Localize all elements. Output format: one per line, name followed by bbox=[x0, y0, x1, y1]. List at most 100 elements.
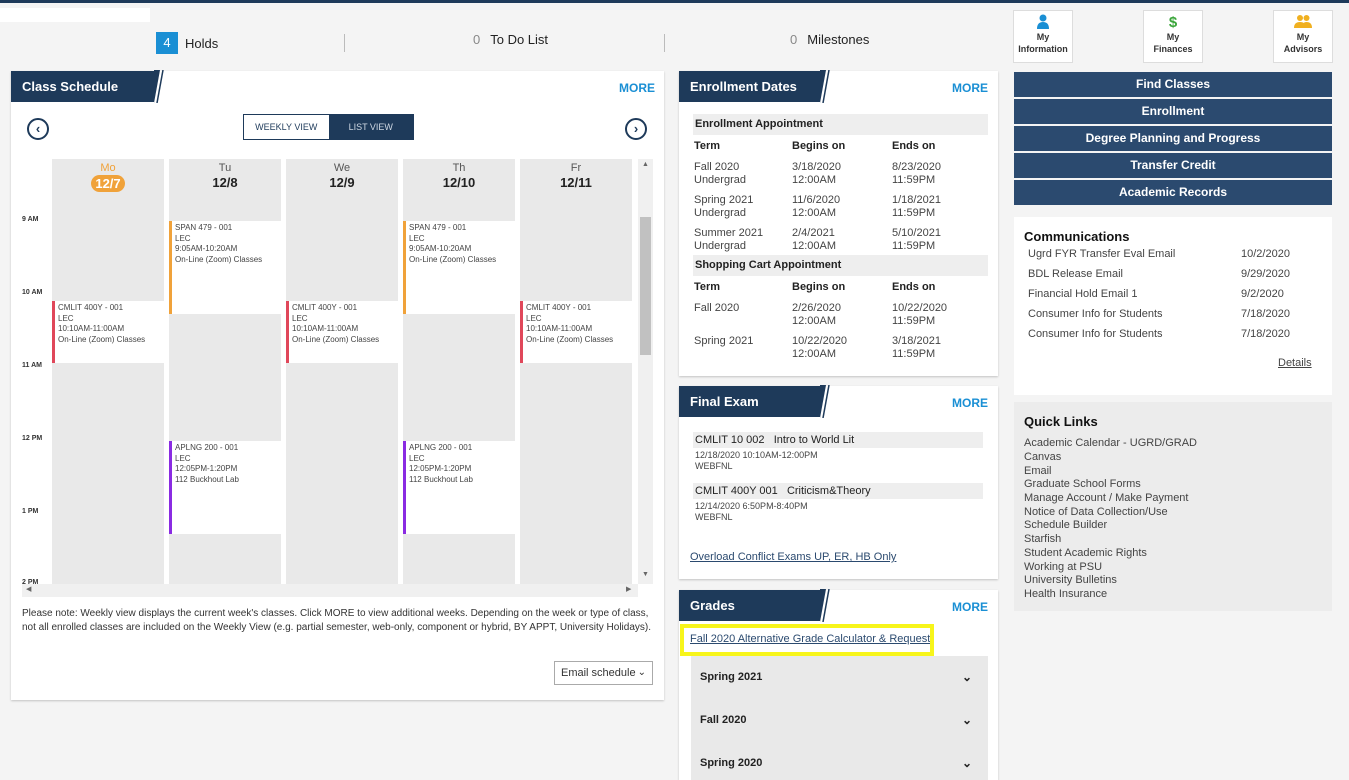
quick-link[interactable]: Academic Calendar - UGRD/GRAD bbox=[1024, 437, 1197, 449]
class-event-cmlit[interactable]: CMLIT 400Y - 001 LEC 10:10AM-11:00AM On-… bbox=[520, 301, 632, 363]
day-date: 12/8 bbox=[212, 175, 238, 190]
scroll-right-icon[interactable]: ▶ bbox=[626, 586, 632, 593]
appt-begins: 3/18/2020 12:00AM bbox=[792, 161, 841, 187]
end-date: 10/22/2020 bbox=[892, 302, 948, 314]
class-event-cmlit[interactable]: CMLIT 400Y - 001 LEC 10:10AM-11:00AM On-… bbox=[52, 301, 164, 363]
transfer-credit-button[interactable]: Transfer Credit bbox=[1014, 153, 1332, 178]
weekly-view-button[interactable]: WEEKLY VIEW bbox=[244, 115, 329, 139]
enrollment-more-link[interactable]: MORE bbox=[952, 81, 988, 95]
tile-line1: My bbox=[1166, 32, 1180, 42]
find-classes-button[interactable]: Find Classes bbox=[1014, 72, 1332, 97]
grade-term-row[interactable]: Fall 2020 ⌄ bbox=[691, 699, 988, 742]
academic-records-button[interactable]: Academic Records bbox=[1014, 180, 1332, 205]
overload-conflict-link[interactable]: Overload Conflict Exams UP, ER, HB Only bbox=[690, 551, 897, 563]
appt-begins: 11/6/2020 12:00AM bbox=[792, 194, 840, 220]
end-date: 1/18/2021 bbox=[892, 194, 941, 206]
tile-line2: Finances bbox=[1153, 44, 1193, 54]
view-toggle: WEEKLY VIEW LIST VIEW bbox=[243, 114, 414, 140]
quick-link[interactable]: University Bulletins bbox=[1024, 574, 1117, 586]
dollar-icon: $ bbox=[1168, 14, 1178, 31]
comm-subject[interactable]: Consumer Info for Students bbox=[1028, 328, 1163, 340]
grade-term-row[interactable]: Spring 2020 ⌄ bbox=[691, 742, 988, 780]
comm-date: 7/18/2020 bbox=[1241, 328, 1290, 340]
alert-divider bbox=[664, 34, 665, 52]
exam-course: CMLIT 10 002 bbox=[695, 434, 765, 446]
begin-date: 3/18/2020 bbox=[792, 161, 841, 173]
grade-term-row[interactable]: Spring 2021 ⌄ bbox=[691, 656, 988, 699]
end-date: 3/18/2021 bbox=[892, 335, 941, 347]
alert-divider bbox=[344, 34, 345, 52]
quick-link[interactable]: Manage Account / Make Payment bbox=[1024, 492, 1189, 504]
event-course: CMLIT 400Y - 001 bbox=[58, 303, 124, 312]
event-type: LEC bbox=[526, 313, 542, 323]
quick-link[interactable]: Canvas bbox=[1024, 451, 1062, 463]
panel-title: Enrollment Dates bbox=[690, 79, 797, 94]
milestones-alert[interactable]: 0 Milestones bbox=[790, 32, 869, 47]
tile-my-finances[interactable]: $ My Finances bbox=[1143, 10, 1203, 63]
final-exam-panel: Final Exam Schedule MORE CMLIT 10 002 In… bbox=[679, 385, 998, 579]
day-name: We bbox=[333, 162, 351, 174]
tile-my-advisors[interactable]: My Advisors bbox=[1273, 10, 1333, 63]
next-week-icon[interactable]: › bbox=[625, 118, 647, 140]
quick-link[interactable]: Health Insurance bbox=[1024, 588, 1108, 600]
col-ends: Ends on bbox=[892, 281, 936, 293]
quick-link[interactable]: Working at PSU bbox=[1024, 561, 1103, 573]
final-exam-more-link[interactable]: MORE bbox=[952, 396, 988, 410]
appt-term: Summer 2021 Undergrad bbox=[694, 227, 763, 253]
header-slash-decoration bbox=[820, 589, 830, 622]
class-event-span[interactable]: SPAN 479 - 001 LEC 9:05AM-10:20AM On-Lin… bbox=[403, 221, 515, 314]
prev-week-icon[interactable]: ‹ bbox=[27, 118, 49, 140]
term-name: Summer 2021 bbox=[694, 227, 764, 239]
col-term: Term bbox=[694, 281, 721, 293]
hour-label: 2 PM bbox=[22, 579, 39, 584]
header-slash-decoration bbox=[154, 70, 164, 103]
cart-ends: 3/18/2021 11:59PM bbox=[892, 335, 941, 361]
class-schedule-panel: Class Schedule MORE ‹ › WEEKLY VIEW LIST… bbox=[11, 70, 664, 700]
horizontal-scrollbar[interactable] bbox=[22, 584, 638, 597]
holds-alert[interactable]: 4 Holds bbox=[156, 32, 218, 54]
event-type: LEC bbox=[292, 313, 308, 323]
exam-course-name: Intro to World Lit bbox=[773, 434, 855, 446]
milestones-count: 0 bbox=[790, 32, 798, 47]
quick-link[interactable]: Starfish bbox=[1024, 533, 1062, 545]
exam-course: CMLIT 400Y 001 bbox=[695, 485, 778, 497]
todo-alert[interactable]: 0 To Do List bbox=[473, 32, 548, 47]
grades-more-link[interactable]: MORE bbox=[952, 600, 988, 614]
exam-course-bar: CMLIT 400Y 001 Criticism&Theory bbox=[693, 483, 983, 499]
comm-subject[interactable]: Financial Hold Email 1 bbox=[1028, 288, 1138, 300]
col-term: Term bbox=[694, 140, 721, 152]
scroll-left-icon[interactable]: ◀ bbox=[26, 586, 32, 593]
begin-time: 12:00AM bbox=[792, 315, 837, 327]
day-column-fri: Fr 12/11 bbox=[520, 159, 632, 584]
begin-date: 11/6/2020 bbox=[792, 194, 841, 206]
tile-my-information[interactable]: My Information bbox=[1013, 10, 1073, 63]
chevron-down-icon: ⌄ bbox=[961, 756, 972, 770]
schedule-more-link[interactable]: MORE bbox=[619, 81, 655, 95]
quick-link[interactable]: Student Academic Rights bbox=[1024, 547, 1147, 559]
scroll-up-icon[interactable]: ▲ bbox=[642, 161, 649, 168]
class-event-span[interactable]: SPAN 479 - 001 LEC 9:05AM-10:20AM On-Lin… bbox=[169, 221, 281, 314]
degree-planning-button[interactable]: Degree Planning and Progress bbox=[1014, 126, 1332, 151]
enrollment-button[interactable]: Enrollment bbox=[1014, 99, 1332, 124]
event-location: On-Line (Zoom) Classes bbox=[526, 334, 614, 344]
appt-ends: 5/10/2021 11:59PM bbox=[892, 227, 941, 253]
list-view-button[interactable]: LIST VIEW bbox=[328, 115, 413, 139]
scrollbar-thumb[interactable] bbox=[640, 217, 651, 355]
class-event-aplng[interactable]: APLNG 200 - 001 LEC 12:05PM-1:20PM 112 B… bbox=[169, 441, 281, 534]
final-exam-header: Final Exam Schedule bbox=[679, 385, 830, 440]
comm-subject[interactable]: Ugrd FYR Transfer Eval Email bbox=[1028, 248, 1176, 260]
class-event-cmlit[interactable]: CMLIT 400Y - 001 LEC 10:10AM-11:00AM On-… bbox=[286, 301, 398, 363]
quick-link[interactable]: Notice of Data Collection/Use bbox=[1024, 506, 1168, 518]
class-event-aplng[interactable]: APLNG 200 - 001 LEC 12:05PM-1:20PM 112 B… bbox=[403, 441, 515, 534]
comm-subject[interactable]: BDL Release Email bbox=[1028, 268, 1123, 280]
quick-link[interactable]: Schedule Builder bbox=[1024, 519, 1108, 531]
exam-time: 12/14/2020 6:50PM-8:40PM bbox=[695, 501, 808, 511]
comm-subject[interactable]: Consumer Info for Students bbox=[1028, 308, 1163, 320]
event-location: On-Line (Zoom) Classes bbox=[292, 334, 380, 344]
scroll-down-icon[interactable]: ▼ bbox=[642, 571, 649, 578]
email-schedule-select[interactable]: Email schedule ⌄ bbox=[554, 661, 653, 685]
quick-link[interactable]: Email bbox=[1024, 465, 1052, 477]
quick-link[interactable]: Graduate School Forms bbox=[1024, 478, 1141, 490]
grade-calculator-link[interactable]: Fall 2020 Alternative Grade Calculator &… bbox=[690, 633, 931, 645]
communications-details-link[interactable]: Details bbox=[1278, 357, 1312, 369]
